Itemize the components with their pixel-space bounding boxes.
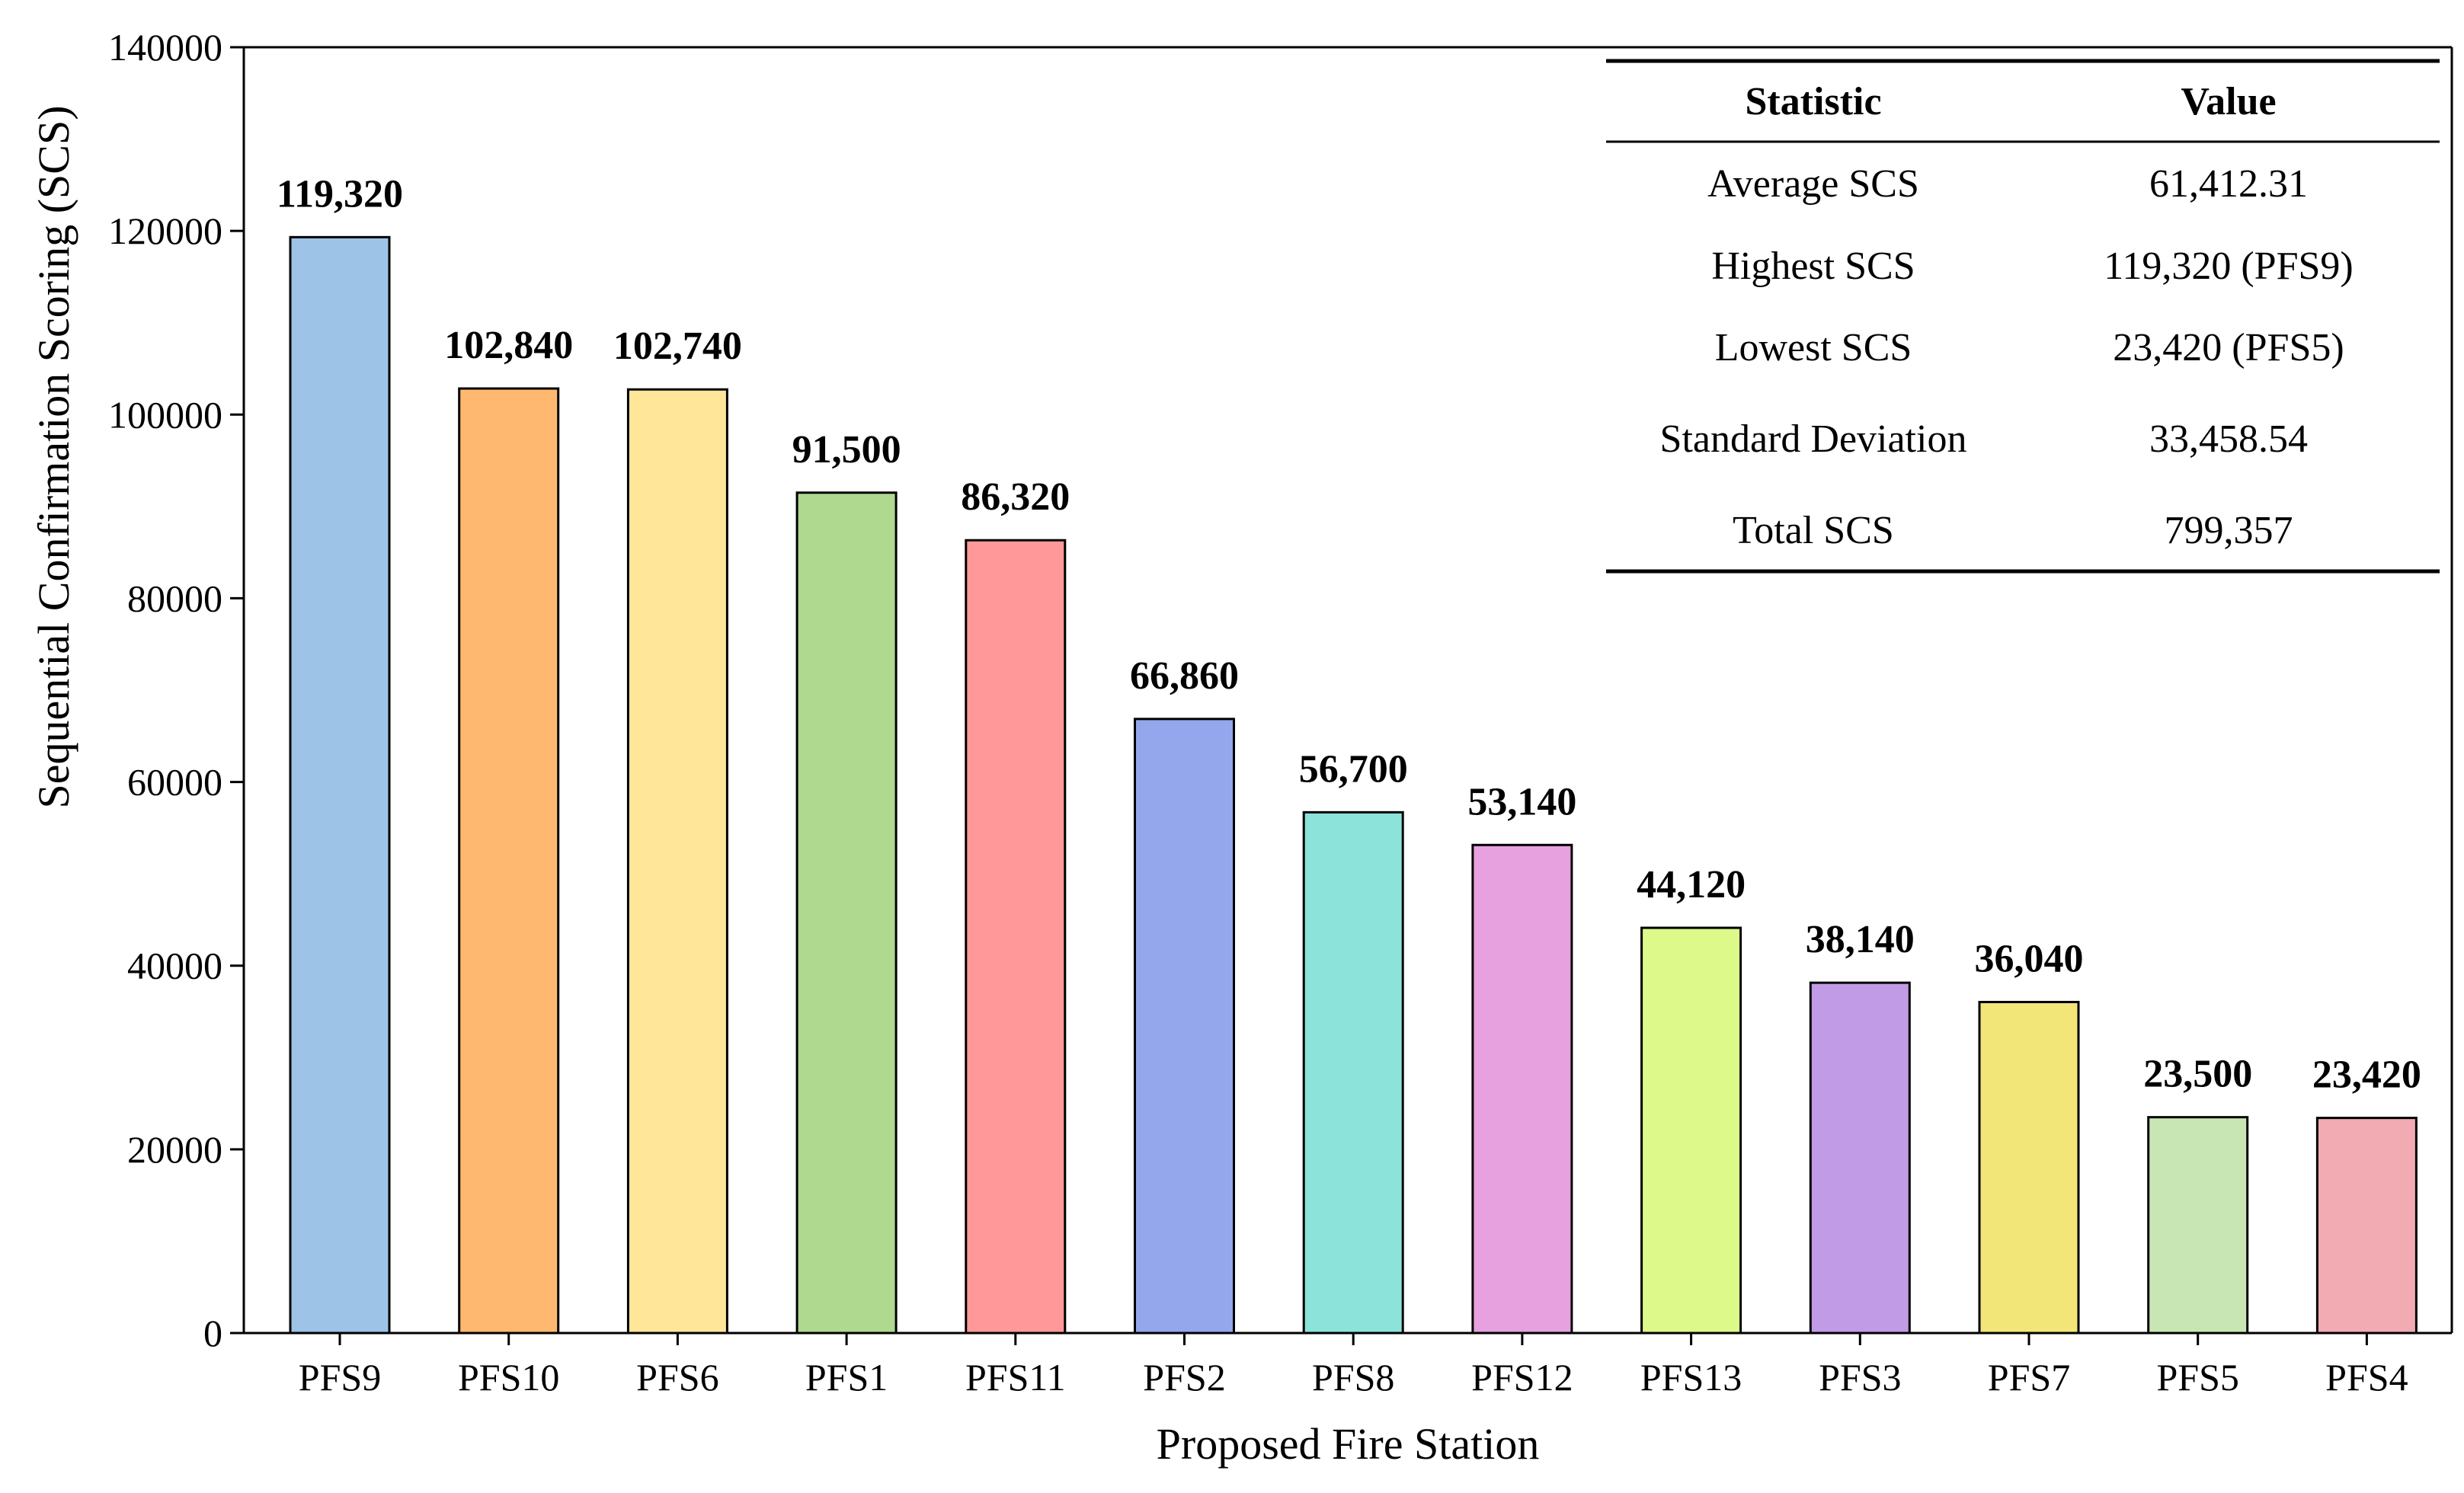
table-cell-lowest-label: Lowest SCS <box>1715 326 1912 369</box>
table-header-statistic: Statistic <box>1745 80 1881 123</box>
bar-pfs6 <box>626 388 728 1335</box>
x-tick-label-pfs8: PFS8 <box>1312 1356 1394 1399</box>
x-tick-label-pfs12: PFS12 <box>1471 1356 1573 1399</box>
x-axis: PFS9 PFS10 PFS6 PFS1 PFS11 PFS2 PFS8 PFS12 PFS13… <box>299 1333 2408 1399</box>
bar-value-label-pfs10: 102,840 <box>444 324 573 367</box>
bar-pfs3 <box>1809 981 1911 1335</box>
x-tick-label-pfs9: PFS9 <box>299 1356 381 1399</box>
y-tick-label: 100000 <box>108 393 222 436</box>
bar-pfs13 <box>1640 926 1742 1335</box>
x-tick-label-pfs10: PFS10 <box>458 1356 559 1399</box>
x-tick-label-pfs5: PFS5 <box>2156 1356 2238 1399</box>
x-tick-label-pfs13: PFS13 <box>1640 1356 1742 1399</box>
y-axis: 0 20000 40000 60000 80000 100000 120000 140000 <box>108 26 244 1354</box>
x-tick-label-pfs4: PFS4 <box>2325 1356 2408 1399</box>
bar-pfs8 <box>1302 810 1404 1335</box>
bar-value-label-pfs11: 86,320 <box>961 475 1070 519</box>
x-tick-label-pfs11: PFS11 <box>965 1356 1066 1399</box>
bar-pfs4 <box>2315 1117 2418 1335</box>
y-tick-label: 20000 <box>127 1128 222 1171</box>
bar-pfs2 <box>1134 718 1235 1335</box>
bar-pfs7 <box>1978 1000 2080 1335</box>
y-tick-label: 120000 <box>108 209 222 252</box>
bar-value-label-pfs6: 102,740 <box>613 324 742 368</box>
plot-frame <box>242 46 2453 1335</box>
bar-value-label-pfs5: 23,500 <box>2143 1053 2252 1096</box>
bar-value-label-pfs12: 53,140 <box>1467 780 1576 823</box>
table-cell-total-label: Total SCS <box>1733 509 1894 552</box>
table-cell-lowest-value: 23,420 (PFS5) <box>2113 326 2344 369</box>
table-cell-total-value: 799,357 <box>2165 509 2293 552</box>
bar-value-label-pfs2: 66,860 <box>1130 654 1239 698</box>
y-tick-label: 0 <box>203 1312 222 1354</box>
x-tick-label-pfs6: PFS6 <box>636 1356 718 1399</box>
bar-pfs12 <box>1471 843 1573 1335</box>
bar-pfs5 <box>2147 1116 2249 1335</box>
table-cell-highest-value: 119,320 (PFS9) <box>2104 245 2353 288</box>
y-tick-label: 140000 <box>108 26 222 69</box>
bars <box>289 235 2418 1335</box>
table-header-value: Value <box>2181 80 2276 123</box>
x-tick-label-pfs3: PFS3 <box>1819 1356 1901 1399</box>
x-tick-label-pfs2: PFS2 <box>1143 1356 1225 1399</box>
bar-value-label-pfs7: 36,040 <box>1975 937 2084 980</box>
table-cell-average-label: Average SCS <box>1707 162 1919 206</box>
bar-value-label-pfs8: 56,700 <box>1299 747 1408 791</box>
bar-pfs9 <box>289 235 391 1335</box>
bar-value-label-pfs3: 38,140 <box>1806 918 1915 961</box>
y-tick-label: 60000 <box>127 761 222 804</box>
bar-value-labels: 119,320 102,840 102,740 91,500 86,320 66,860 5… <box>277 172 2421 1096</box>
stats-table: Statistic Value Average SCS 61,412.31 Hi… <box>1606 59 2440 574</box>
y-tick-label: 40000 <box>127 945 222 987</box>
bar-value-label-pfs4: 23,420 <box>2312 1053 2421 1097</box>
table-cell-highest-label: Highest SCS <box>1711 245 1915 288</box>
bar-value-label-pfs1: 91,500 <box>792 428 901 472</box>
x-tick-label-pfs7: PFS7 <box>1988 1356 2070 1399</box>
bar-pfs1 <box>795 491 898 1335</box>
x-axis-title: Proposed Fire Station <box>1157 1419 1540 1469</box>
x-tick-label-pfs1: PFS1 <box>805 1356 888 1399</box>
table-cell-average-value: 61,412.31 <box>2149 162 2308 206</box>
y-axis-title: Sequential Confirmation Scoring (SCS) <box>29 105 78 808</box>
bar-value-label-pfs13: 44,120 <box>1637 863 1746 906</box>
bar-pfs10 <box>458 387 560 1335</box>
bar-pfs11 <box>965 539 1067 1335</box>
y-tick-label: 80000 <box>127 577 222 619</box>
bar-value-label-pfs9: 119,320 <box>277 172 403 216</box>
table-cell-stddev-value: 33,458.54 <box>2149 417 2308 461</box>
table-cell-stddev-label: Standard Deviation <box>1660 417 1967 461</box>
